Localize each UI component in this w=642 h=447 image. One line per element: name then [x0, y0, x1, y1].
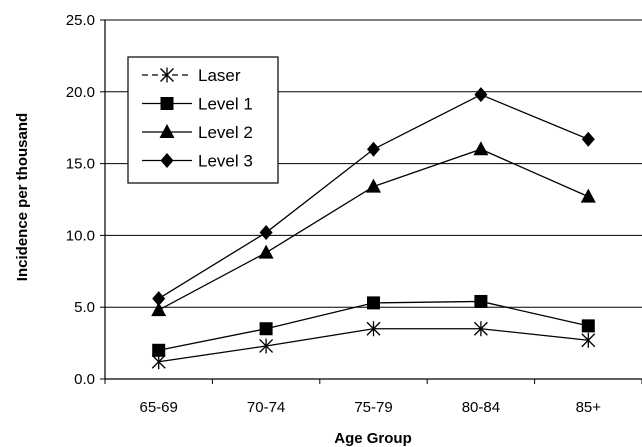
- legend-marker-laser: [160, 67, 174, 83]
- x-tick-label: 65-69: [140, 399, 178, 416]
- legend-label-level-1: Level 1: [198, 95, 253, 114]
- series-group: [151, 87, 596, 370]
- legend-label-level-3: Level 3: [198, 152, 253, 171]
- data-point-level-2: [366, 178, 381, 193]
- data-point-level-1: [474, 294, 488, 308]
- y-tick-label: 0.0: [74, 371, 95, 388]
- x-tick-label: 85+: [576, 399, 602, 416]
- legend: Laser Level 1 Level 2 Level 3: [127, 56, 279, 184]
- data-point-level-3: [474, 87, 488, 103]
- data-point-laser: [581, 332, 596, 348]
- data-point-laser: [473, 321, 488, 337]
- data-point-laser: [259, 338, 274, 354]
- data-point-level-2: [473, 141, 489, 156]
- series-level-1: [152, 294, 595, 357]
- data-point-laser: [366, 321, 381, 337]
- data-point-level-1: [581, 319, 595, 333]
- y-tick-label: 25.0: [66, 12, 95, 29]
- plot-frame: [104, 20, 642, 380]
- data-point-level-2: [151, 302, 167, 317]
- legend-box: [127, 56, 279, 184]
- y-axis-ticks: 0.0 5.0 10.0 15.0 20.0 25.0: [66, 12, 105, 388]
- legend-marker-level-3: [160, 153, 174, 168]
- data-point-level-3: [152, 291, 166, 307]
- series-level-3: [152, 87, 595, 307]
- legend-marker-level-2: [159, 124, 175, 138]
- y-tick-label: 10.0: [66, 227, 95, 244]
- legend-label-level-2: Level 2: [198, 123, 253, 142]
- data-point-level-1: [152, 343, 166, 357]
- series-level-2: [151, 141, 596, 317]
- legend-marker-level-1: [160, 97, 174, 110]
- y-tick-label: 15.0: [66, 156, 95, 173]
- x-tick-label: 80-84: [462, 399, 500, 416]
- y-tick-label: 5.0: [74, 299, 95, 316]
- legend-label-laser: Laser: [198, 66, 241, 85]
- data-point-level-3: [367, 141, 380, 157]
- data-point-level-1: [259, 322, 273, 336]
- data-point-level-2: [580, 188, 596, 203]
- y-axis-title: Incidence per thousand: [14, 113, 31, 281]
- x-axis-ticks: 65-69 70-74 75-79 80-84 85+: [104, 379, 642, 416]
- series-laser: [151, 321, 596, 370]
- data-point-level-2: [258, 244, 274, 259]
- data-point-level-3: [581, 131, 595, 147]
- x-tick-label: 70-74: [247, 399, 285, 416]
- data-point-level-1: [367, 296, 380, 310]
- x-axis-title: Age Group: [334, 430, 412, 447]
- y-tick-label: 20.0: [66, 84, 95, 101]
- x-tick-label: 75-79: [354, 399, 392, 416]
- data-point-level-3: [259, 225, 273, 241]
